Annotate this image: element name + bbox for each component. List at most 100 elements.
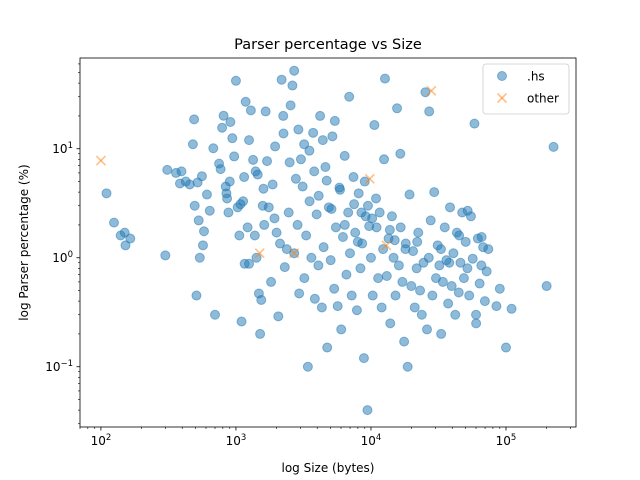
point-hs-84: [309, 293, 320, 304]
point-hs-130: [390, 290, 401, 301]
point-other-1: [254, 248, 265, 259]
point-hs-227: [435, 244, 446, 255]
point-hs-166: [453, 287, 464, 298]
point-hs-194: [244, 135, 255, 146]
point-hs-71: [287, 80, 298, 91]
point-hs-142: [411, 263, 422, 274]
point-other-0: [95, 155, 106, 166]
point-hs-18: [194, 252, 205, 263]
x-tick-label: 105: [496, 433, 517, 448]
point-other-3: [364, 173, 375, 184]
point-hs-35: [229, 151, 240, 162]
point-hs-199: [284, 157, 295, 168]
point-hs-139: [406, 281, 417, 292]
point-hs-6: [160, 250, 171, 261]
point-hs-1: [109, 217, 120, 228]
point-hs-87: [315, 110, 326, 121]
legend-box: [482, 63, 570, 115]
point-hs-78: [299, 273, 310, 284]
point-hs-106: [348, 172, 359, 183]
point-hs-68: [281, 244, 292, 255]
point-hs-211: [339, 219, 350, 230]
point-hs-56: [260, 106, 271, 117]
legend-marker-other: [496, 92, 508, 104]
point-hs-172: [464, 290, 475, 301]
point-hs-15: [189, 200, 200, 211]
point-hs-21: [198, 226, 209, 237]
legend: .hs other: [482, 63, 570, 115]
point-hs-77: [297, 181, 308, 192]
point-hs-95: [329, 283, 340, 294]
point-hs-195: [250, 166, 261, 177]
point-hs-75: [294, 288, 305, 299]
point-hs-184: [491, 301, 502, 312]
point-hs-226: [424, 106, 435, 117]
point-hs-96: [330, 222, 341, 233]
point-hs-64: [275, 238, 286, 249]
point-hs-43: [240, 96, 251, 107]
point-hs-13: [187, 139, 198, 150]
y-tick-label: 10−1: [45, 359, 73, 374]
point-hs-162: [446, 281, 457, 292]
point-hs-190: [192, 177, 203, 188]
point-hs-232: [476, 231, 487, 242]
point-hs-41: [238, 196, 249, 207]
point-hs-20: [197, 240, 208, 251]
y-tick-label: 100: [52, 250, 73, 265]
point-hs-17: [193, 215, 204, 226]
point-hs-220: [379, 154, 390, 165]
point-hs-63: [273, 311, 284, 322]
x-axis-ticks: 102 103 104 105: [79, 427, 571, 448]
point-hs-141: [409, 302, 420, 313]
point-hs-85: [311, 209, 322, 220]
point-hs-127: [385, 318, 396, 329]
point-hs-192: [221, 188, 232, 199]
point-hs-104: [344, 248, 355, 259]
point-hs-128: [386, 211, 397, 222]
point-hs-230: [462, 205, 473, 216]
point-hs-129: [388, 252, 399, 263]
point-hs-109: [353, 188, 364, 199]
point-hs-100: [337, 231, 348, 242]
point-hs-119: [371, 193, 382, 204]
point-hs-116: [365, 252, 376, 263]
point-hs-58: [263, 202, 274, 213]
point-hs-229: [454, 230, 465, 241]
point-hs-202: [299, 139, 310, 150]
point-hs-40: [236, 316, 247, 327]
point-hs-31: [223, 207, 234, 218]
point-hs-90: [320, 161, 331, 172]
point-hs-207: [321, 175, 332, 186]
point-hs-189: [548, 141, 559, 152]
point-hs-112: [358, 353, 369, 364]
point-hs-45: [244, 258, 255, 269]
point-hs-197: [270, 141, 281, 152]
point-hs-114: [362, 405, 373, 416]
point-hs-205: [313, 190, 324, 201]
y-axis-ticks: 10−1 100 101: [45, 63, 80, 425]
point-hs-79: [301, 230, 312, 241]
point-hs-105: [346, 290, 357, 301]
y-axis-label: log Parser percentage (%): [17, 164, 31, 320]
point-hs-120: [373, 273, 384, 284]
point-hs-76: [295, 154, 306, 165]
point-hs-23: [208, 143, 219, 154]
point-hs-171: [462, 263, 473, 274]
point-hs-99: [336, 324, 347, 335]
point-hs-224: [400, 244, 411, 255]
point-hs-216: [359, 176, 370, 187]
point-hs-94: [327, 131, 338, 142]
point-hs-212: [344, 91, 355, 102]
point-hs-44: [242, 222, 253, 233]
point-hs-57: [262, 156, 273, 167]
point-hs-7: [162, 164, 173, 175]
point-hs-33: [225, 116, 236, 127]
point-hs-157: [437, 276, 448, 287]
point-hs-133: [395, 222, 406, 233]
point-hs-32: [224, 176, 235, 187]
point-hs-149: [423, 252, 434, 263]
point-hs-187: [506, 303, 517, 314]
point-hs-97: [332, 301, 343, 312]
point-other-4: [381, 240, 392, 251]
